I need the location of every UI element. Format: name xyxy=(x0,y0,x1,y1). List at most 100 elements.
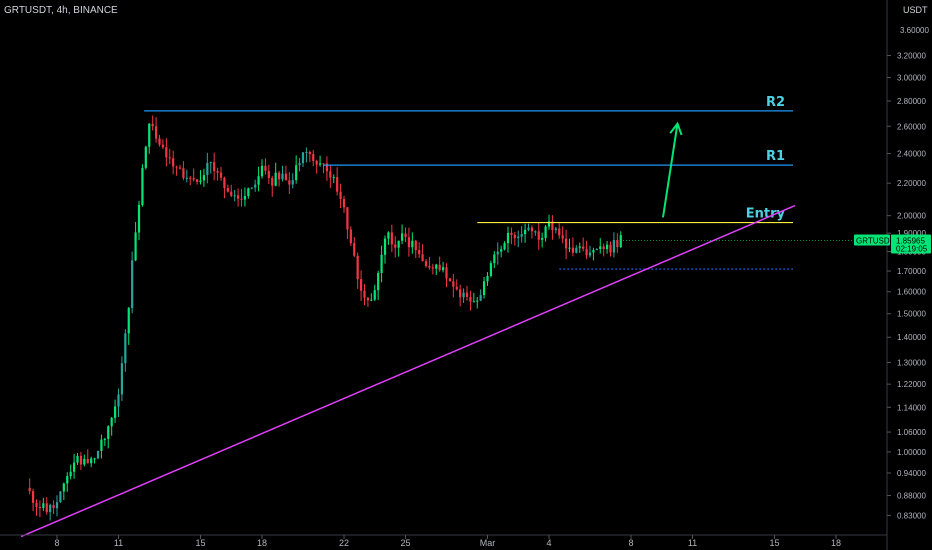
candle-body xyxy=(404,233,407,238)
candle-body xyxy=(414,240,417,251)
candle-body xyxy=(363,290,366,298)
candle-body xyxy=(90,458,93,464)
candle-body xyxy=(55,502,59,509)
candle-body xyxy=(530,227,534,232)
candle-body xyxy=(554,228,557,231)
y-tick-label: 0.88000 xyxy=(897,491,926,500)
level-label-r2: R2 xyxy=(766,95,785,110)
y-tick-label: 1.40000 xyxy=(897,333,926,342)
candle-body xyxy=(267,170,270,178)
candle-body xyxy=(76,455,79,463)
x-tick-label: 8 xyxy=(628,538,633,548)
last-price-symbol-box xyxy=(854,234,890,246)
candle-body xyxy=(274,172,277,186)
candle-body xyxy=(329,171,332,178)
candle-body xyxy=(301,152,305,164)
candle-body xyxy=(103,438,106,440)
candle-body xyxy=(380,254,383,274)
candle-body xyxy=(448,278,452,282)
candle-body xyxy=(100,439,103,451)
y-tick-label: 1.06000 xyxy=(897,428,926,437)
y-tick-label: 2.40000 xyxy=(897,150,926,159)
x-tick-label: 25 xyxy=(400,538,410,548)
candle-body xyxy=(110,417,113,427)
y-tick-label: 1.14000 xyxy=(897,403,926,412)
candle-body xyxy=(373,290,376,300)
candle-body xyxy=(243,196,247,200)
candle-body xyxy=(486,275,489,282)
candle-body xyxy=(96,450,100,459)
candle-body xyxy=(223,177,226,188)
candle-body xyxy=(619,235,622,248)
y-tick-label: 2.60000 xyxy=(897,122,926,131)
candle-body xyxy=(462,292,465,298)
candle-body xyxy=(455,286,458,290)
candle-body xyxy=(571,247,575,253)
candle-body xyxy=(199,180,202,182)
candle-body xyxy=(161,144,165,148)
level-label-r1: R1 xyxy=(766,149,785,164)
candle-body xyxy=(356,255,359,280)
candle-body xyxy=(336,177,339,192)
candle-body xyxy=(83,458,86,465)
candle-body xyxy=(318,163,322,165)
x-tick-label: Mar xyxy=(480,538,496,548)
candle-body xyxy=(151,123,154,127)
candle-body xyxy=(438,264,441,271)
price-axis-unit: USDT xyxy=(903,5,928,15)
candle-body xyxy=(260,165,264,177)
candle-body xyxy=(527,227,530,230)
y-tick-label: 1.00000 xyxy=(897,448,926,457)
candle-body xyxy=(134,232,137,261)
candle-body xyxy=(144,146,147,168)
candle-body xyxy=(168,157,171,159)
candle-body xyxy=(236,195,240,199)
candle-body xyxy=(213,162,216,172)
candle-body xyxy=(370,299,373,301)
candle-body xyxy=(469,296,472,302)
candle-body xyxy=(411,240,414,248)
candle-body xyxy=(271,177,274,186)
candle-body xyxy=(284,173,288,181)
candle-body xyxy=(445,267,448,279)
candle-body xyxy=(52,504,55,509)
candle-body xyxy=(592,250,595,253)
x-tick-label: 15 xyxy=(195,538,205,548)
candle-body xyxy=(141,167,144,205)
candle-body xyxy=(568,247,571,249)
candle-body xyxy=(482,281,486,296)
candle-body xyxy=(397,240,400,248)
candle-body xyxy=(113,406,117,418)
candle-body xyxy=(226,187,229,192)
candle-body xyxy=(281,173,284,180)
candle-body xyxy=(131,260,134,309)
candle-body xyxy=(31,491,35,503)
candle-body xyxy=(383,238,387,255)
candle-body xyxy=(325,163,329,172)
candle-body xyxy=(339,191,342,199)
candle-body xyxy=(366,297,370,301)
x-tick-label: 4 xyxy=(546,538,551,548)
candle-body xyxy=(421,254,424,262)
candle-body xyxy=(595,249,598,251)
candle-body xyxy=(182,168,185,179)
candle-body xyxy=(42,503,45,508)
x-tick-label: 18 xyxy=(831,538,841,548)
last-price-box xyxy=(891,234,931,254)
candle-body xyxy=(561,235,564,239)
candle-body xyxy=(452,281,455,287)
candle-body xyxy=(264,165,267,171)
y-tick-label: 1.30000 xyxy=(897,358,926,367)
candle-body xyxy=(435,264,438,269)
candle-body xyxy=(359,279,363,291)
candle-body xyxy=(441,267,445,271)
candle-body xyxy=(202,175,206,181)
candle-body xyxy=(195,179,199,182)
candle-body xyxy=(230,191,233,196)
projection-arrow xyxy=(662,123,679,218)
candle-body xyxy=(390,232,393,245)
candle-body xyxy=(544,226,547,238)
y-tick-label: 1.22000 xyxy=(897,380,926,389)
candle-body xyxy=(295,165,298,181)
